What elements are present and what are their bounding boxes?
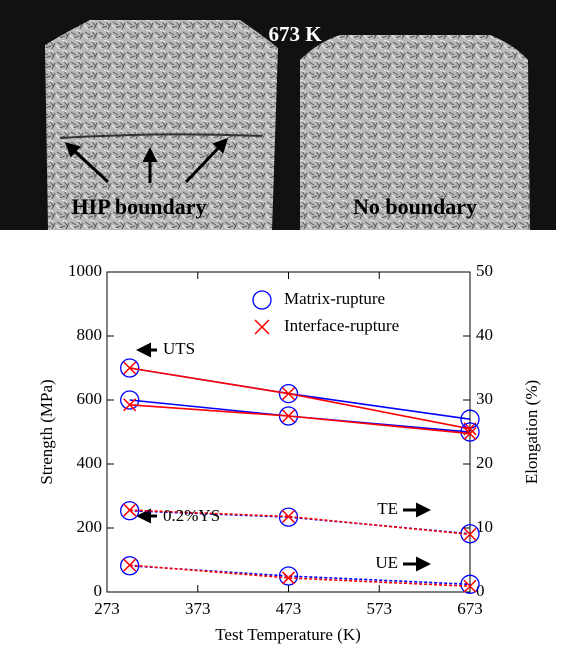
y2-tick-label: 40 [476,325,493,344]
series-line [130,368,470,429]
y2-axis-label: Elongation (%) [522,380,541,484]
x-tick-label: 273 [94,599,120,618]
no-boundary-label: No boundary [353,194,477,219]
series-line [130,400,470,432]
x-tick-label: 573 [367,599,393,618]
marker [124,504,136,516]
legend-marker [253,291,271,309]
annotation: TE [377,499,398,518]
y-tick-label: 0 [94,581,103,600]
marker [283,510,295,522]
x-tick-label: 473 [276,599,302,618]
y-tick-label: 800 [77,325,103,344]
figure: 673 K HIP boundary No boundary Test Temp… [0,0,562,653]
legend-label: Matrix-rupture [284,289,385,308]
legend-label: Interface-rupture [284,316,399,335]
y-axis-label: Strength (MPa) [37,379,56,484]
y-tick-label: 200 [77,517,103,536]
x-axis-label: Test Temperature (K) [215,625,361,644]
y-tick-label: 1000 [68,261,102,280]
micrograph: 673 K HIP boundary No boundary [0,0,556,230]
legend-marker [255,320,269,334]
y-tick-label: 400 [77,453,103,472]
annotation: UTS [163,339,195,358]
marker [124,559,136,571]
x-tick-label: 673 [457,599,483,618]
annotation: UE [375,553,398,572]
temperature-label: 673 K [268,22,322,46]
y2-tick-label: 50 [476,261,493,280]
y2-tick-label: 30 [476,389,493,408]
y-tick-label: 600 [77,389,103,408]
hip-label: HIP boundary [71,194,206,219]
x-tick-label: 373 [185,599,211,618]
y2-tick-label: 20 [476,453,493,472]
annotation: 0.2%YS [163,506,220,525]
